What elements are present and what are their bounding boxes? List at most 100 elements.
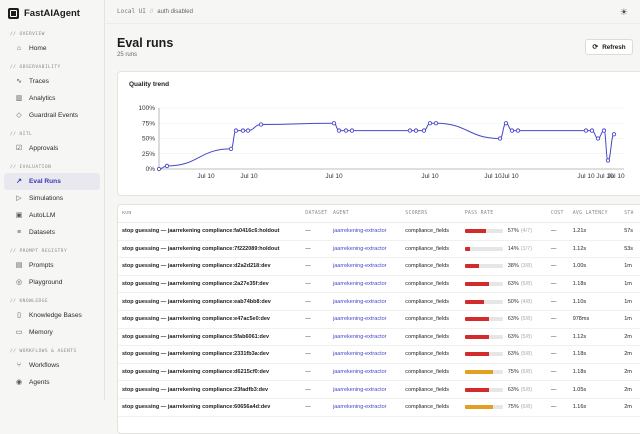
data-point[interactable] xyxy=(590,129,593,132)
data-point[interactable] xyxy=(408,129,411,132)
data-point[interactable] xyxy=(350,129,353,132)
data-point[interactable] xyxy=(434,122,437,125)
data-point[interactable] xyxy=(332,122,335,125)
column-header[interactable]: DATASET xyxy=(302,211,333,216)
agent-link[interactable]: jaarrekening-extractor xyxy=(333,263,405,269)
data-point[interactable] xyxy=(516,129,519,132)
data-point[interactable] xyxy=(337,129,340,132)
brand[interactable]: FastAIAgent xyxy=(0,1,104,25)
pass-rate-fill xyxy=(465,370,494,374)
activity-icon: ∿ xyxy=(15,78,23,86)
data-point[interactable] xyxy=(498,137,501,140)
data-point[interactable] xyxy=(606,159,609,162)
sidebar-section-label: // OVERVIEW xyxy=(0,30,104,40)
pass-rate-fraction: (4/7) xyxy=(521,228,532,234)
agent-link[interactable]: jaarrekening-extractor xyxy=(333,369,405,375)
table-row[interactable]: stop guessing — jaarrekening compliance:… xyxy=(118,346,640,364)
table-row[interactable]: stop guessing — jaarrekening compliance:… xyxy=(118,364,640,382)
sidebar-item-label: AutoLLM xyxy=(29,212,55,219)
table-row[interactable]: stop guessing — jaarrekening compliance:… xyxy=(118,223,640,241)
table-row[interactable]: stop guessing — jaarrekening compliance:… xyxy=(118,311,640,329)
agent-link[interactable]: jaarrekening-extractor xyxy=(333,281,405,287)
table-row[interactable]: stop guessing — jaarrekening compliance:… xyxy=(118,399,640,417)
sidebar-item-datasets[interactable]: ≡Datasets xyxy=(4,224,100,241)
data-point[interactable] xyxy=(246,129,249,132)
data-point[interactable] xyxy=(428,122,431,125)
agent-link[interactable]: jaarrekening-extractor xyxy=(333,246,405,252)
agent-link[interactable]: jaarrekening-extractor xyxy=(333,351,405,357)
sidebar-item-traces[interactable]: ∿Traces xyxy=(4,73,100,90)
data-point[interactable] xyxy=(596,137,599,140)
pass-rate-percent: 75% xyxy=(507,369,519,375)
column-header[interactable]: AVG LATENCY xyxy=(573,211,625,216)
data-point[interactable] xyxy=(157,167,160,170)
data-point[interactable] xyxy=(602,129,605,132)
data-point[interactable] xyxy=(234,129,237,132)
sidebar-item-prompts[interactable]: ▤Prompts xyxy=(4,257,100,274)
column-header[interactable]: SCORERS xyxy=(405,211,464,216)
data-point[interactable] xyxy=(414,129,417,132)
agent-link[interactable]: jaarrekening-extractor xyxy=(333,299,405,305)
sidebar-item-analytics[interactable]: ▥Analytics xyxy=(4,90,100,107)
app-name: FastAIAgent xyxy=(24,8,80,19)
sidebar-nav: // OVERVIEW⌂Home // OBSERVABILITY∿Traces▥… xyxy=(0,30,104,391)
table-row[interactable]: stop guessing — jaarrekening compliance:… xyxy=(118,258,640,276)
data-point[interactable] xyxy=(229,147,232,150)
data-point[interactable] xyxy=(344,129,347,132)
latency-cell: 1.05s xyxy=(573,387,625,393)
refresh-button[interactable]: ⟳ Refresh xyxy=(585,39,633,55)
pass-rate-cell: 57%(4/7) xyxy=(465,228,551,234)
table-row[interactable]: stop guessing — jaarrekening compliance:… xyxy=(118,381,640,399)
data-point[interactable] xyxy=(584,129,587,132)
pass-rate-percent: 57% xyxy=(507,228,519,234)
data-point[interactable] xyxy=(612,133,615,136)
agent-link[interactable]: jaarrekening-extractor xyxy=(333,404,405,410)
data-point[interactable] xyxy=(259,123,262,126)
column-header[interactable]: COST xyxy=(551,211,573,216)
sidebar-item-home[interactable]: ⌂Home xyxy=(4,40,100,57)
sidebar-item-guardrail-events[interactable]: ◇Guardrail Events xyxy=(4,107,100,124)
y-tick-label: 100% xyxy=(138,105,155,112)
sidebar-item-approvals[interactable]: ☑Approvals xyxy=(4,140,100,157)
data-point[interactable] xyxy=(504,122,507,125)
sidebar-item-simulations[interactable]: ▷Simulations xyxy=(4,190,100,207)
column-header[interactable]: PASS RATE xyxy=(465,211,551,216)
theme-toggle-sun-icon[interactable]: ☀ xyxy=(620,7,628,18)
sidebar-item-memory[interactable]: ▭Memory xyxy=(4,324,100,341)
table-row[interactable]: stop guessing — jaarrekening compliance:… xyxy=(118,329,640,347)
sidebar-item-autollm[interactable]: ▣AutoLLM xyxy=(4,207,100,224)
sidebar-item-agents[interactable]: ◉Agents xyxy=(4,374,100,391)
sidebar-item-workflows[interactable]: ⑂Workflows xyxy=(4,357,100,374)
run-count: 25 runs xyxy=(117,52,137,58)
agent-link[interactable]: jaarrekening-extractor xyxy=(333,316,405,322)
started-cell: 1m xyxy=(624,263,640,269)
column-header[interactable]: AGENT xyxy=(333,211,405,216)
data-point[interactable] xyxy=(422,129,425,132)
data-point[interactable] xyxy=(241,129,244,132)
refresh-icon: ⟳ xyxy=(592,43,598,51)
table-row[interactable]: stop guessing — jaarrekening compliance:… xyxy=(118,276,640,294)
table-row[interactable]: stop guessing — jaarrekening compliance:… xyxy=(118,241,640,259)
sidebar-item-knowledge-bases[interactable]: ▯Knowledge Bases xyxy=(4,307,100,324)
pass-rate-fraction: (1/7) xyxy=(521,246,532,252)
sidebar-item-playground[interactable]: ◎Playground xyxy=(4,274,100,291)
agent-link[interactable]: jaarrekening-extractor xyxy=(333,334,405,340)
column-header[interactable]: STA xyxy=(624,211,640,216)
agent-icon: ◉ xyxy=(15,379,23,387)
sidebar-item-eval-runs[interactable]: ↗Eval Runs xyxy=(4,173,100,190)
pass-rate-cell: 63%(5/8) xyxy=(465,351,551,357)
page-title: Eval runs xyxy=(117,36,173,50)
agent-link[interactable]: jaarrekening-extractor xyxy=(333,387,405,393)
agent-link[interactable]: jaarrekening-extractor xyxy=(333,228,405,234)
scorers-cell: compliance_fields xyxy=(405,263,464,269)
pass-rate-bar xyxy=(465,405,503,409)
data-point[interactable] xyxy=(510,129,513,132)
column-header[interactable]: RUN xyxy=(118,211,302,216)
started-cell: 57s xyxy=(624,228,640,234)
sidebar-item-label: Analytics xyxy=(29,95,55,102)
data-point[interactable] xyxy=(165,164,168,167)
x-tick-label: Jul 10 xyxy=(325,173,343,180)
pass-rate-cell: 14%(1/7) xyxy=(465,246,551,252)
sidebar-section-label: // OBSERVABILITY xyxy=(0,63,104,73)
table-row[interactable]: stop guessing — jaarrekening compliance:… xyxy=(118,293,640,311)
